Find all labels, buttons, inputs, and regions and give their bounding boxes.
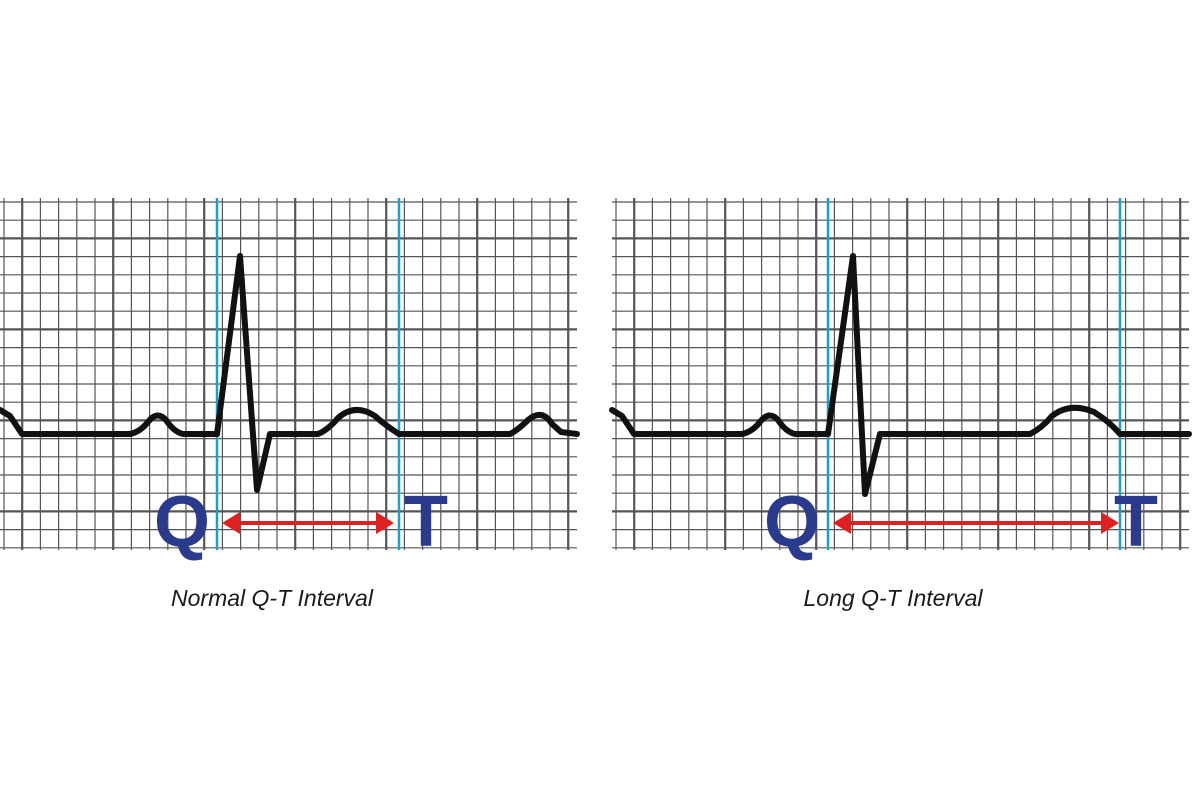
t-label: T xyxy=(404,482,448,562)
q-label: Q xyxy=(154,482,210,562)
ecg-strip-long: Q T xyxy=(609,198,1192,562)
qt-interval-arrow xyxy=(222,512,394,534)
ecg-trace xyxy=(0,253,580,493)
caption-normal-qt: Normal Q-T Interval xyxy=(171,585,373,611)
ecg-grid xyxy=(612,198,1189,550)
ecg-trace xyxy=(609,253,1192,497)
t-label: T xyxy=(1114,482,1158,562)
caption-long-qt: Long Q-T Interval xyxy=(803,585,983,611)
ecg-strip-normal: Q T xyxy=(0,198,580,562)
ecg-panel-long: Q T xyxy=(609,198,1192,562)
q-label: Q xyxy=(764,482,820,562)
qt-interval-arrow xyxy=(833,512,1119,534)
ecg-grid xyxy=(0,198,577,550)
ecg-panel-normal: Q T xyxy=(0,198,580,562)
